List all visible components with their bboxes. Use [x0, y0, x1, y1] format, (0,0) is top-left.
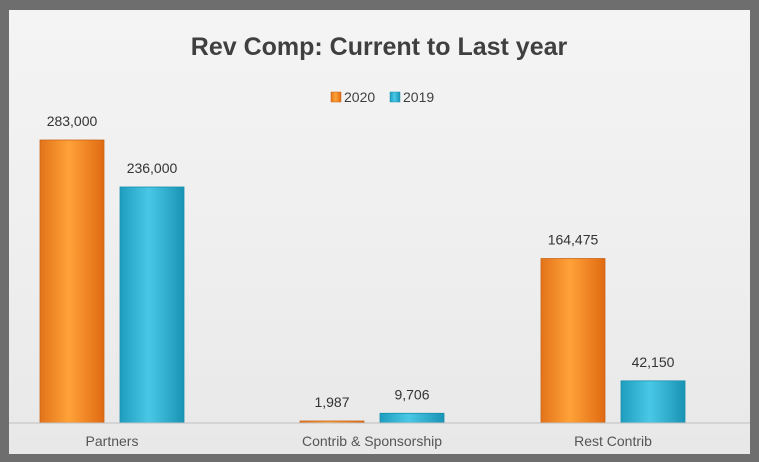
data-label-contrib-sponsorship-2019: 9,706: [394, 386, 429, 402]
data-label-partners-2020: 283,000: [47, 113, 98, 129]
x-tick-contrib-sponsorship: Contrib & Sponsorship: [302, 433, 442, 449]
bars: [39, 139, 686, 424]
bar-partners-2019: [119, 186, 185, 424]
data-label-partners-2019: 236,000: [127, 160, 178, 176]
chart-title: Rev Comp: Current to Last year: [191, 33, 568, 61]
legend-label-2019: 2019: [403, 89, 434, 105]
legend: 2020 2019: [330, 89, 434, 105]
x-axis-ticks: Partners Contrib & Sponsorship Rest Contri…: [86, 433, 653, 449]
legend-swatch-2020: [330, 91, 342, 103]
data-label-rest-contrib-2019: 42,150: [632, 354, 675, 370]
bar-rest-contrib-2019: [620, 380, 686, 424]
chart-area: Rev Comp: Current to Last year 2020 2019…: [9, 10, 750, 454]
x-tick-partners: Partners: [86, 433, 139, 449]
data-label-contrib-sponsorship-2020: 1,987: [314, 394, 349, 410]
x-tick-rest-contrib: Rest Contrib: [574, 433, 652, 449]
data-labels: 283,000 236,000 1,987 9,706 164,475 42,150: [47, 113, 675, 410]
legend-label-2020: 2020: [344, 89, 375, 105]
bar-chart: Rev Comp: Current to Last year 2020 2019…: [9, 33, 750, 449]
bar-rest-contrib-2020: [540, 258, 606, 424]
legend-swatch-2019: [389, 91, 401, 103]
bar-partners-2020: [39, 139, 105, 424]
bar-contrib-sponsorship-2019: [379, 412, 445, 424]
data-label-rest-contrib-2020: 164,475: [548, 232, 599, 248]
